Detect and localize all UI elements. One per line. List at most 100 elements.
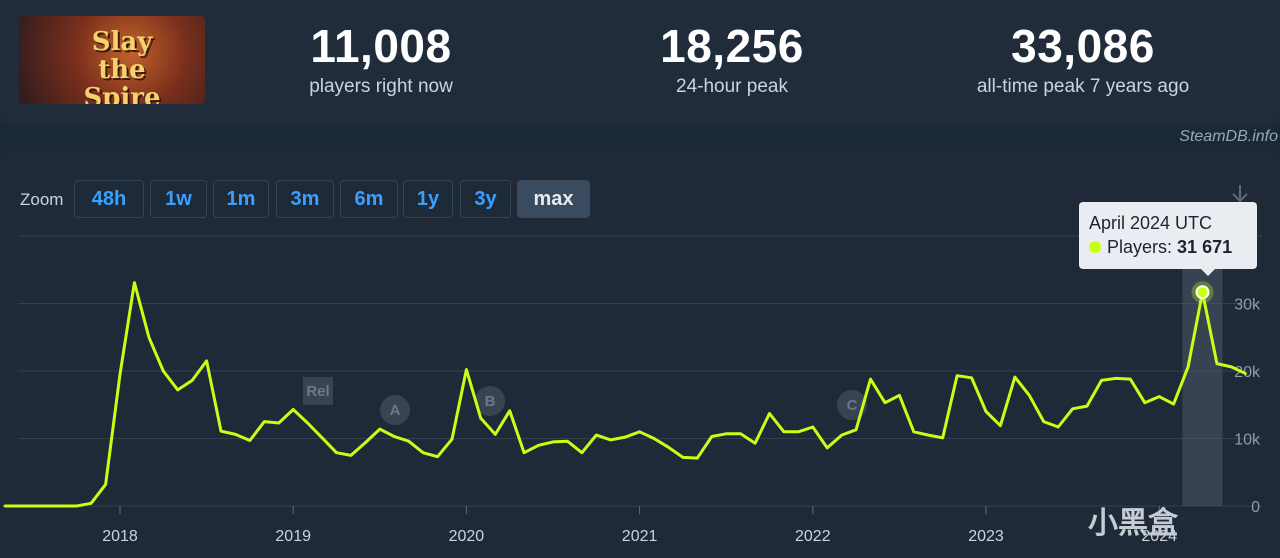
- annotation-marker: [303, 377, 333, 405]
- data-point: [508, 409, 511, 413]
- y-tick-label: 10k: [1234, 432, 1261, 449]
- data-point: [1158, 395, 1161, 398]
- zoom-button-3m[interactable]: 3m: [276, 180, 334, 218]
- data-point: [782, 430, 786, 433]
- data-point: [378, 427, 381, 431]
- y-tick-label: 20k: [1234, 364, 1261, 381]
- data-point: [1172, 402, 1175, 406]
- data-point: [768, 412, 771, 415]
- zoom-button-48h[interactable]: 48h: [74, 180, 144, 218]
- data-point: [248, 439, 252, 442]
- data-point: [753, 442, 757, 445]
- tooltip-row: Players: 31 671: [1089, 235, 1247, 259]
- data-point: [32, 504, 35, 508]
- data-point: [219, 429, 223, 433]
- data-point: [3, 504, 6, 508]
- tooltip-series-label: Players:: [1107, 237, 1173, 257]
- zoom-button-1w[interactable]: 1w: [150, 180, 207, 218]
- x-tick-label: 2021: [622, 528, 658, 545]
- data-point: [277, 421, 280, 425]
- data-point: [854, 428, 858, 431]
- data-point: [465, 368, 468, 371]
- y-tick-label: 30k: [1234, 297, 1261, 314]
- data-point: [912, 430, 916, 433]
- data-point: [840, 433, 843, 437]
- zoom-button-6m[interactable]: 6m: [340, 180, 398, 218]
- zoom-button-3y[interactable]: 3y: [460, 180, 511, 218]
- annotation-label: A: [390, 402, 401, 419]
- data-point: [537, 444, 540, 447]
- data-point: [551, 440, 555, 444]
- data-point: [1143, 401, 1146, 404]
- data-point: [17, 504, 21, 508]
- x-tick-label: 2023: [968, 528, 1004, 545]
- data-point: [955, 374, 959, 377]
- data-point: [479, 417, 483, 420]
- hover-band: [1182, 260, 1223, 506]
- series-line-players: [4, 281, 1247, 508]
- data-point: [739, 432, 742, 435]
- data-point: [667, 446, 670, 449]
- data-point: [263, 420, 266, 423]
- data-point: [118, 373, 122, 376]
- x-tick-label: 2024: [1141, 528, 1177, 545]
- data-point: [349, 454, 353, 457]
- data-point: [522, 451, 526, 454]
- data-point: [421, 451, 425, 454]
- x-tick-label: 2020: [449, 528, 485, 545]
- data-point: [436, 455, 439, 458]
- data-point: [75, 504, 78, 508]
- chart-tooltip: April 2024 UTC Players: 31 671: [1079, 202, 1257, 269]
- data-point: [133, 281, 136, 284]
- annotation-label: Rel: [306, 383, 329, 400]
- data-point: [1129, 377, 1132, 381]
- data-point: [162, 369, 165, 373]
- series-dot-icon: [1089, 241, 1101, 253]
- data-point: [970, 376, 973, 379]
- stat-current-players: 11,008 players right now: [231, 20, 531, 98]
- data-point: [883, 401, 887, 404]
- data-point: [1244, 372, 1248, 375]
- data-point: [1071, 407, 1074, 410]
- zoom-button-1m[interactable]: 1m: [213, 180, 269, 218]
- data-point: [1114, 377, 1118, 380]
- data-point: [450, 437, 454, 441]
- data-point: [306, 421, 309, 425]
- data-point: [797, 430, 800, 433]
- data-point: [710, 435, 713, 438]
- data-point: [335, 451, 338, 454]
- data-point: [652, 437, 656, 440]
- data-point: [1085, 404, 1089, 408]
- zoom-button-max[interactable]: max: [517, 180, 590, 218]
- stat-value: 33,086: [1011, 20, 1155, 72]
- data-point: [1215, 362, 1219, 365]
- tooltip-value: 31 671: [1177, 237, 1233, 257]
- data-point: [1230, 365, 1233, 369]
- x-tick-label: 2018: [102, 528, 138, 545]
- data-point: [595, 433, 598, 437]
- annotation-marker: [475, 386, 505, 416]
- y-tick-label: 0: [1251, 499, 1260, 516]
- brand-credit[interactable]: SteamDB.info: [1179, 128, 1278, 145]
- zoom-button-1y[interactable]: 1y: [403, 180, 453, 218]
- data-point: [725, 432, 728, 435]
- x-tick-label: 2019: [275, 528, 311, 545]
- tooltip-arrow: [1200, 268, 1216, 276]
- data-point: [638, 430, 641, 433]
- stat-value: 18,256: [660, 20, 804, 72]
- stat-label: players right now: [309, 76, 453, 97]
- data-point: [1056, 425, 1060, 429]
- data-point: [393, 435, 396, 438]
- data-point: [190, 379, 194, 382]
- data-point: [234, 433, 237, 436]
- zoom-label: Zoom: [20, 190, 64, 209]
- data-point: [681, 456, 685, 459]
- data-point: [205, 359, 208, 363]
- data-point: [104, 483, 107, 486]
- stat-all-time-peak: 33,086 all-time peak 7 years ago: [933, 20, 1233, 98]
- stat-label: all-time peak 7 years ago: [976, 76, 1190, 97]
- data-point: [1042, 420, 1045, 423]
- data-point: [826, 446, 829, 450]
- game-logo[interactable]: Slay the Spire: [19, 16, 205, 104]
